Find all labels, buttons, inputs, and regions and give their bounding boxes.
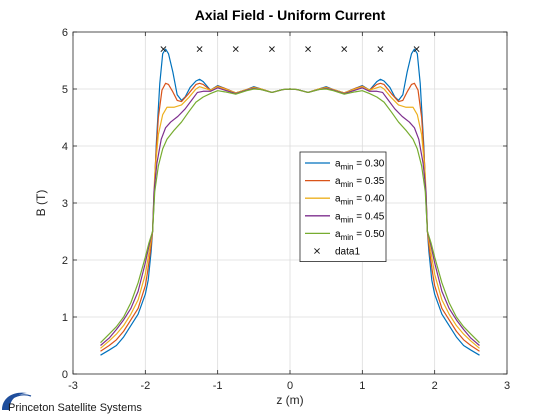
data1-marker-3 [268, 46, 275, 53]
y-tick-label-4: 4 [62, 141, 68, 153]
x-axis-label: z (m) [276, 393, 303, 407]
x-tick-label-3: 0 [287, 380, 293, 392]
legend: amin = 0.30 amin = 0.35 amin = 0.40 amin = … [299, 151, 387, 262]
princeton-satellite-systems-logo: Princeton Satellite Systems [2, 392, 142, 414]
logo-orbit-icon [5, 394, 32, 405]
y-axis-label: B (T) [34, 190, 48, 217]
legend-box [299, 151, 387, 262]
x-tick-label-5: 2 [432, 380, 438, 392]
series-line-4 [100, 88, 480, 344]
legend-label-5: data1 [335, 247, 360, 258]
data1-marker-0 [160, 46, 167, 53]
y-tick-label-1: 1 [62, 312, 68, 324]
y-tick-label-2: 2 [62, 255, 68, 267]
data1-marker-2 [232, 46, 239, 53]
legend-label-2: amin = 0.40 [335, 194, 385, 207]
data1-marker-7 [413, 46, 420, 53]
legend-label-0: amin = 0.30 [335, 159, 385, 172]
x-tick-label-6: 3 [504, 380, 510, 392]
data1-marker-4 [305, 46, 312, 53]
logo-swoosh-icon [2, 392, 27, 410]
chart-title: Axial Field - Uniform Current [195, 7, 386, 23]
company-name: Princeton Satellite Systems [8, 402, 142, 414]
x-tick-label-4: 1 [359, 380, 365, 392]
data1-marker-1 [196, 46, 203, 53]
y-tick-label-0: 0 [62, 369, 68, 381]
y-tick-label-6: 6 [62, 27, 68, 39]
x-tick-label-1: -2 [140, 380, 150, 392]
x-tick-label-0: -3 [68, 380, 78, 392]
legend-label-3: amin = 0.45 [335, 211, 385, 224]
y-tick-label-3: 3 [62, 198, 68, 210]
legend-label-1: amin = 0.35 [335, 176, 385, 189]
legend-label-4: amin = 0.50 [335, 229, 385, 242]
legend-marker-5 [314, 248, 320, 254]
data1-marker-6 [377, 46, 384, 53]
data1-marker-5 [341, 46, 348, 53]
y-tick-label-5: 5 [62, 84, 68, 96]
x-tick-label-2: -1 [213, 380, 223, 392]
plot-area: -3 -2 -1 0 1 2 3 0 1 2 3 4 5 6 [62, 27, 510, 392]
